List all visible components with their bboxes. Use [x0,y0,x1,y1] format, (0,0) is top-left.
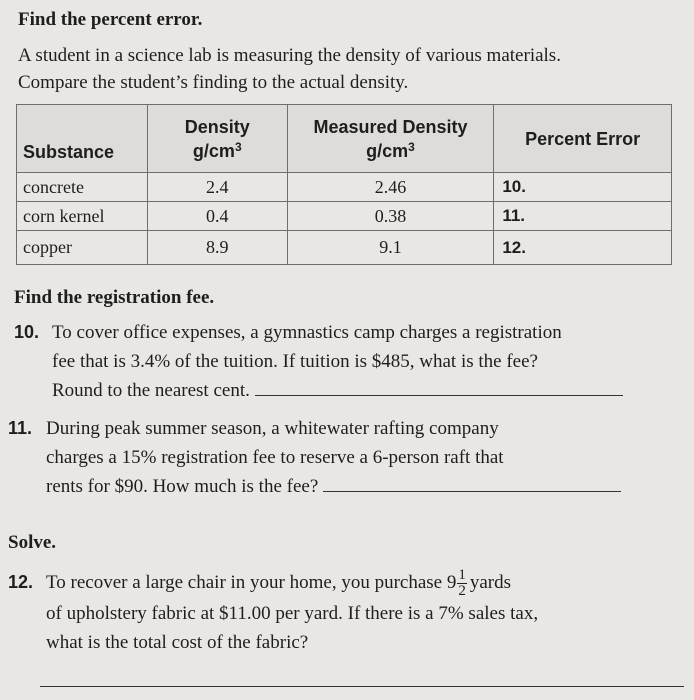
section-heading-solve: Solve. [8,532,57,553]
fraction-denominator: 2 [458,583,466,600]
problem-line: fee that is 3.4% of the tuition. If tuit… [52,351,538,372]
problem-line: charges a 15% registration fee to reserv… [46,447,504,468]
cell-substance: copper [16,230,148,265]
cell-measured: 2.46 [286,172,495,202]
problem-11: 11. During peak summer season, a whitewa… [8,414,622,501]
problem-line: what is the total cost of the fabric? [46,632,309,654]
header-density-exponent: 3 [234,139,242,154]
problem-line: of upholstery fabric at $11.00 per yard.… [46,603,539,625]
problem-12: 12. To recover a large chair in your hom… [8,568,538,657]
header-density-unit: g/cm3 [148,139,287,163]
cell-percent-error-answer[interactable]: 11. [493,201,672,231]
header-measured-exponent: 3 [408,139,415,154]
header-measured-label: Measured Density [313,116,468,137]
problem-line: yards [469,572,512,593]
cell-percent-error-answer[interactable]: 12. [493,230,672,265]
intro-line-1: A student in a science lab is measuring … [18,45,561,66]
cell-substance: corn kernel [16,201,148,231]
header-density-label: Density [184,116,250,137]
problem-line-with-blank: Round to the nearest cent. [52,376,623,405]
cell-percent-error-answer[interactable]: 10. [493,172,672,202]
header-measured-density: Measured Density g/cm3 [286,104,495,173]
problem-number: 11. [8,418,33,438]
problem-line: Round to the nearest cent. [52,380,250,401]
section-heading-registration-fee: Find the registration fee. [14,287,215,308]
cell-substance: concrete [16,172,148,202]
header-measured-unit: g/cm3 [288,139,494,163]
answer-blank-11[interactable] [323,473,622,492]
density-table: Substance Density g/cm3 Measured Density… [16,104,672,265]
header-density-unit-text: g/cm [192,140,235,161]
problem-line-with-fraction: To recover a large chair in your home, y… [46,568,538,599]
answer-blank-10[interactable] [254,377,623,396]
problem-line: rents for $90. How much is the fee? [46,476,319,497]
table-row: corn kernel 0.4 0.38 11. [16,201,672,231]
table-header-row: Substance Density g/cm3 Measured Density… [16,104,672,173]
header-measured-unit-text: g/cm [366,140,409,161]
fraction-numerator: 1 [457,567,467,585]
problem-number: 10. [14,322,40,342]
table-row: concrete 2.4 2.46 10. [16,172,672,202]
header-density: Density g/cm3 [146,104,288,173]
cell-measured: 9.1 [286,230,495,265]
problem-number: 12. [8,572,34,592]
problem-line: To recover a large chair in your home, y… [46,572,457,593]
problem-10: 10. To cover office expenses, a gymnasti… [14,318,623,405]
problem-line: To cover office expenses, a gymnastics c… [52,322,562,343]
cell-density: 2.4 [146,172,288,202]
answer-line-12[interactable] [40,686,684,687]
cell-measured: 0.38 [286,201,495,231]
cell-density: 8.9 [146,230,288,265]
table-row: copper 8.9 9.1 12. [16,230,672,265]
cell-density: 0.4 [146,201,288,231]
intro-paragraph: A student in a science lab is measuring … [18,42,561,96]
problem-line: During peak summer season, a whitewater … [46,418,499,439]
intro-line-2: Compare the student’s finding to the act… [18,72,409,93]
header-percent-error: Percent Error [493,104,672,173]
header-substance: Substance [16,104,148,173]
section-heading-percent-error: Find the percent error. [18,9,203,30]
problem-line-with-blank: rents for $90. How much is the fee? [46,472,622,501]
